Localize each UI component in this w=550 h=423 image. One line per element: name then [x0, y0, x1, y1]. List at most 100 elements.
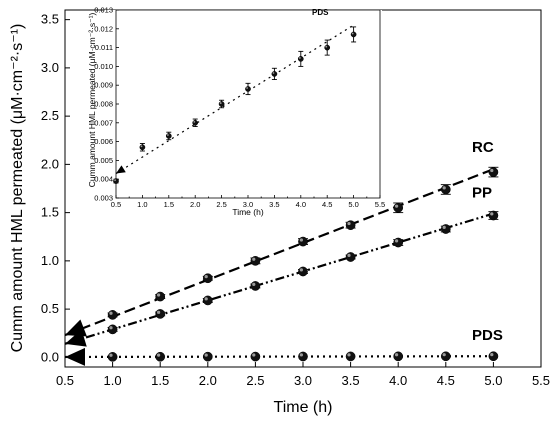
main-fit-arrow-pp: [65, 329, 87, 347]
inset-point-pds: [297, 56, 304, 62]
main-point-pp: [107, 324, 118, 335]
inset-point-pds: [324, 44, 331, 51]
inset-y-tick-label: 0.005: [94, 156, 113, 165]
main-y-tick-label: 0.0: [41, 349, 59, 364]
inset-point-highlight-pds: [219, 102, 222, 104]
main-point-rc: [440, 184, 451, 195]
main-point-highlight-pp: [156, 310, 161, 314]
main-point-highlight-pds: [252, 353, 256, 357]
main-y-tick-label: 1.5: [41, 205, 59, 220]
main-x-tick-label: 4.5: [437, 373, 455, 388]
inset-x-axis-title: Time (h): [232, 207, 263, 217]
inset-y-tick-label: 0.003: [94, 194, 113, 203]
main-point-pp: [393, 237, 404, 248]
main-point-pds: [393, 351, 404, 362]
inset-point-highlight-pds: [114, 179, 116, 182]
main-point-pds: [298, 351, 308, 362]
inset-y-tick-label: 0.010: [94, 62, 113, 71]
main-y-tick-label: 0.5: [41, 301, 59, 316]
inset-plot-layer: 0.5 1.0 1.5 2.0 2.5 3.0 3.5 4.0 4.5 5.0 5.5 0.003 0.…: [94, 6, 385, 210]
main-plot-layer: 0.5 1.0 1.5 2.0 2.5 3.0 3.5 4.0 4.5 5.0 5.5 0.0 0.5 1…: [41, 12, 550, 388]
main-y-tick-label: 3.0: [41, 60, 59, 75]
main-point-highlight-pp: [299, 268, 304, 272]
inset-y-tick-label: 0.006: [94, 137, 113, 146]
main-point-pds: [202, 351, 213, 362]
main-series-label-pp: PP: [472, 185, 492, 202]
inset-x-tick-label: 2.5: [216, 200, 226, 209]
main-point-highlight-pds: [109, 353, 113, 357]
inset-x-tick-label: 1.0: [137, 200, 147, 209]
main-point-highlight-rc: [442, 186, 446, 190]
main-fit-line-pp: [64, 212, 494, 345]
main-point-highlight-pp: [109, 326, 113, 330]
main-x-tick-label: 3.0: [294, 373, 312, 388]
main-point-highlight-rc: [299, 238, 304, 242]
main-x-tick-label: 2.0: [199, 373, 217, 388]
inset-y-tick-label: 0.009: [94, 81, 113, 90]
inset-point-highlight-pds: [351, 32, 354, 35]
main-y-tick-label: 1.0: [41, 253, 59, 268]
main-y-tick-label: 3.5: [41, 12, 59, 27]
inset-y-tick-label: 0.012: [94, 24, 113, 33]
inset-point-pds: [113, 178, 119, 184]
main-x-tick-label: 1.5: [151, 373, 169, 388]
main-point-highlight-pds: [204, 353, 208, 357]
inset-point-pds: [350, 31, 357, 38]
main-point-highlight-pp: [394, 239, 399, 243]
main-point-pp: [250, 281, 261, 291]
inset-y-tick-label: 0.008: [94, 100, 113, 109]
main-point-highlight-rc: [347, 221, 351, 226]
main-point-rc: [155, 291, 166, 302]
main-point-rc: [202, 273, 213, 284]
inset-x-tick-label: 1.5: [164, 200, 174, 209]
main-x-tick-label: 5.0: [484, 373, 502, 388]
main-x-tick-label: 0.5: [56, 373, 74, 388]
main-point-rc: [345, 220, 356, 231]
inset-series-label-pds: PDS: [312, 8, 329, 17]
main-point-rc: [250, 256, 261, 266]
main-point-highlight-rc: [394, 204, 399, 208]
inset-y-tick-label: 0.013: [94, 6, 113, 15]
main-fit-arrow-pds: [65, 347, 86, 366]
main-point-highlight-rc: [109, 311, 113, 315]
main-point-highlight-pds: [347, 353, 351, 357]
inset-point-highlight-pds: [272, 72, 275, 74]
main-point-highlight-rc: [252, 257, 256, 261]
inset-y-axis-title: Cumm amount HML permeated (μM·cm⁻²·s⁻¹): [87, 13, 97, 188]
inset-x-tick-label: 0.5: [111, 200, 121, 209]
inset-point-highlight-pds: [298, 57, 301, 59]
inset-y-tick-label: 0.011: [95, 43, 113, 52]
inset-x-tick-label: 5.0: [348, 200, 358, 209]
main-point-rc: [298, 236, 308, 247]
main-x-tick-label: 1.0: [104, 373, 122, 388]
main-y-tick-label: 2.0: [41, 156, 59, 171]
main-x-tick-label: 4.0: [389, 373, 407, 388]
main-point-pds: [107, 352, 118, 362]
main-point-pds: [250, 351, 261, 362]
inset-x-tick-label: 2.0: [190, 200, 200, 209]
main-point-pp: [298, 266, 308, 277]
inset-point-pds: [165, 133, 172, 139]
main-point-pp: [488, 210, 499, 221]
main-x-tick-label: 2.5: [246, 373, 264, 388]
inset-point-highlight-pds: [166, 134, 169, 136]
main-point-rc: [107, 310, 118, 320]
main-point-highlight-pds: [299, 353, 304, 357]
main-point-pds: [345, 351, 356, 362]
inset-x-tick-label: 4.5: [322, 200, 332, 209]
inset-point-pds: [192, 119, 199, 126]
inset-y-tick-label: 0.007: [94, 118, 113, 127]
main-point-highlight-rc: [156, 293, 161, 297]
main-point-highlight-pds: [156, 353, 161, 357]
main-point-highlight-rc: [204, 275, 208, 279]
inset-point-highlight-pds: [140, 145, 143, 148]
main-point-rc: [393, 202, 404, 213]
inset-x-tick-label: 4.0: [296, 200, 306, 209]
inset-x-tick-label: 3.5: [269, 200, 279, 209]
main-x-axis-title: Time (h): [274, 399, 333, 416]
main-point-pp: [202, 295, 213, 306]
inset-fit-arrow-pds: [116, 165, 126, 174]
main-fit-line-rc: [64, 168, 494, 337]
inset-background: [104, 10, 382, 178]
